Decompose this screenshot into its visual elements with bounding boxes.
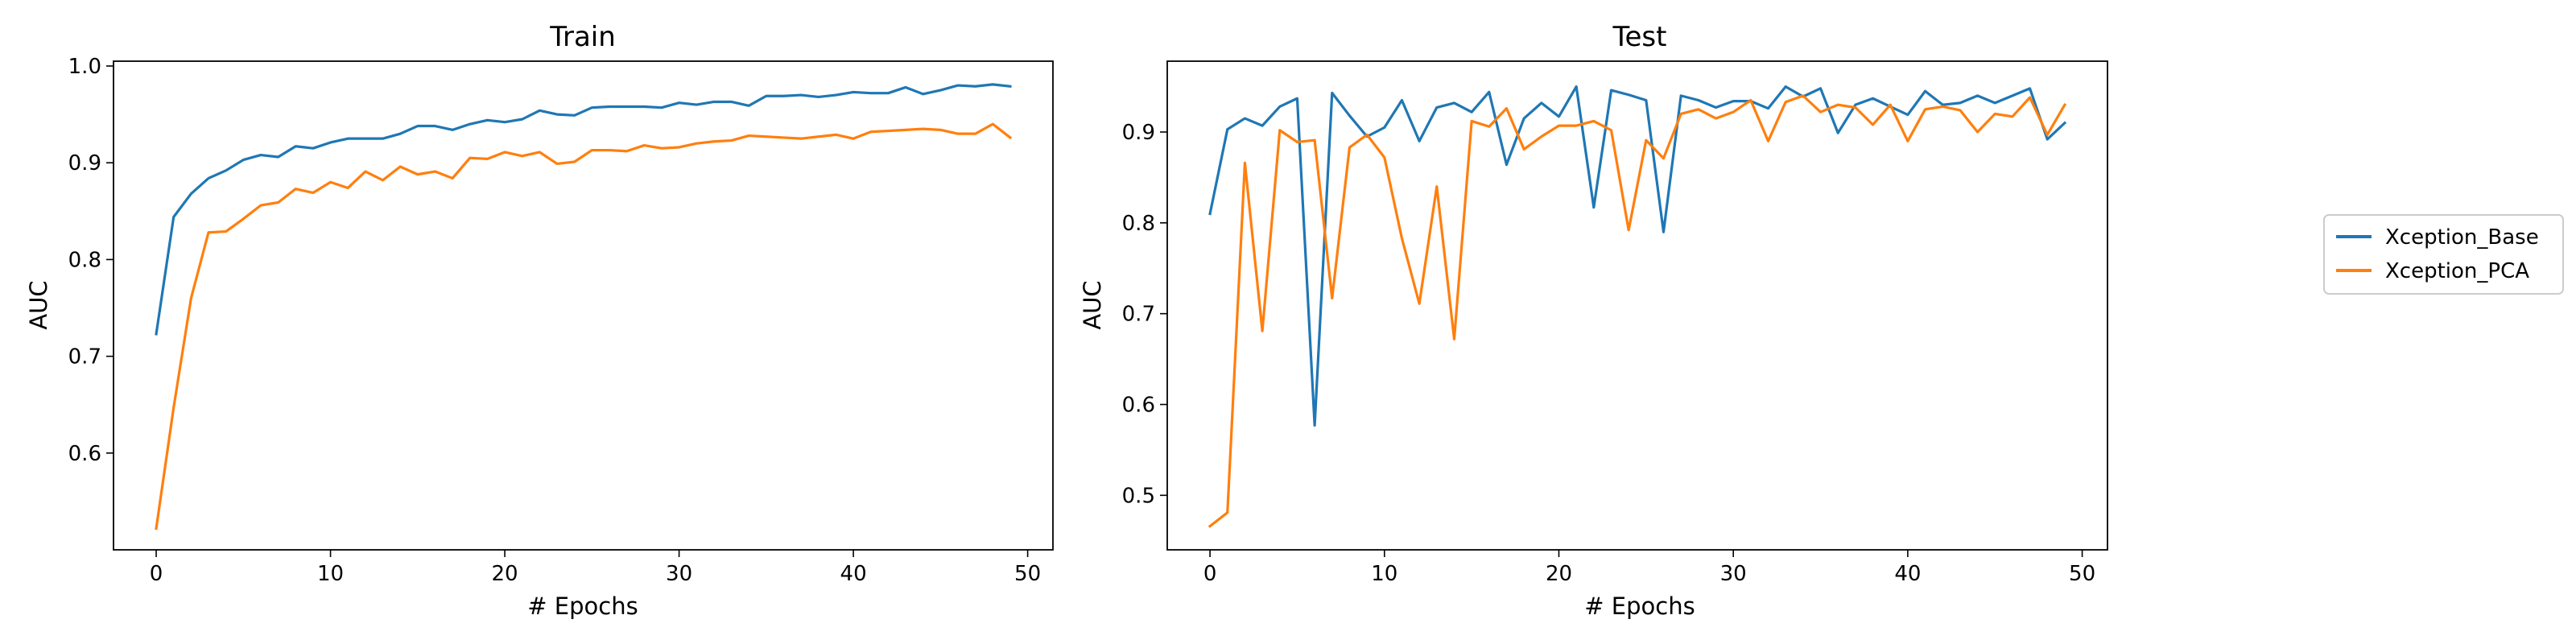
test-x-tick-label-40: 40 bbox=[1894, 562, 1921, 586]
train-chart-panel: Train # Epochs AUC 0 10 20 30 40 50 0.6 0.7 0.8 0… bbox=[25, 21, 1054, 620]
legend-label-xception-base: Xception_Base bbox=[2385, 225, 2539, 250]
train-series-line-xception-base bbox=[155, 83, 1012, 336]
train-chart-y-axis-label: AUC bbox=[25, 280, 52, 329]
train-y-tick-label-0-9: 0.9 bbox=[68, 151, 101, 175]
train-y-tick-label-0-7: 0.7 bbox=[68, 345, 101, 369]
test-y-tick-label-0-5: 0.5 bbox=[1122, 484, 1155, 508]
test-series-line-xception-base bbox=[1208, 85, 2067, 427]
train-x-tick-label-30: 30 bbox=[666, 562, 692, 586]
test-x-tick-label-10: 10 bbox=[1371, 562, 1397, 586]
test-chart-panel: Test # Epochs AUC 0 10 20 30 40 50 0.5 0.6 0.7 0.… bbox=[1079, 21, 2108, 620]
test-series-line-xception-pca bbox=[1208, 94, 2067, 528]
test-y-tick-label-0-8: 0.8 bbox=[1122, 212, 1155, 236]
test-chart-x-axis-label: # Epochs bbox=[1584, 592, 1695, 620]
test-x-tick-label-0: 0 bbox=[1203, 562, 1217, 586]
train-x-tick-label-40: 40 bbox=[840, 562, 867, 586]
test-x-tick-label-20: 20 bbox=[1546, 562, 1572, 586]
legend-label-xception-pca: Xception_PCA bbox=[2385, 259, 2529, 283]
train-x-tick-label-20: 20 bbox=[492, 562, 518, 586]
test-chart-plot-area bbox=[1208, 85, 2067, 528]
train-chart-plot-area bbox=[155, 83, 1013, 530]
legend: Xception_Base Xception_PCA bbox=[2323, 214, 2564, 295]
train-y-tick-label-1-0: 1.0 bbox=[68, 55, 101, 79]
train-x-tick-label-50: 50 bbox=[1014, 562, 1041, 586]
test-y-tick-label-0-6: 0.6 bbox=[1122, 393, 1155, 417]
train-x-tick-label-0: 0 bbox=[150, 562, 163, 586]
train-y-tick-label-0-8: 0.8 bbox=[68, 248, 101, 272]
train-series-line-xception-pca bbox=[155, 122, 1013, 530]
test-chart-axes-frame bbox=[1166, 60, 2108, 551]
test-chart-y-axis-label: AUC bbox=[1079, 280, 1106, 329]
test-chart-title: Test bbox=[1612, 21, 1667, 53]
train-chart-x-axis-label: # Epochs bbox=[527, 592, 638, 620]
test-x-tick-label-30: 30 bbox=[1720, 562, 1747, 586]
legend-box bbox=[2323, 214, 2564, 295]
train-chart-axes-frame bbox=[113, 60, 1054, 551]
test-y-tick-label-0-7: 0.7 bbox=[1122, 303, 1155, 327]
test-y-tick-label-0-9: 0.9 bbox=[1122, 121, 1155, 145]
train-x-tick-label-10: 10 bbox=[317, 562, 344, 586]
train-chart-title: Train bbox=[549, 21, 616, 53]
test-x-tick-label-50: 50 bbox=[2069, 562, 2095, 586]
train-y-tick-label-0-6: 0.6 bbox=[68, 442, 101, 466]
